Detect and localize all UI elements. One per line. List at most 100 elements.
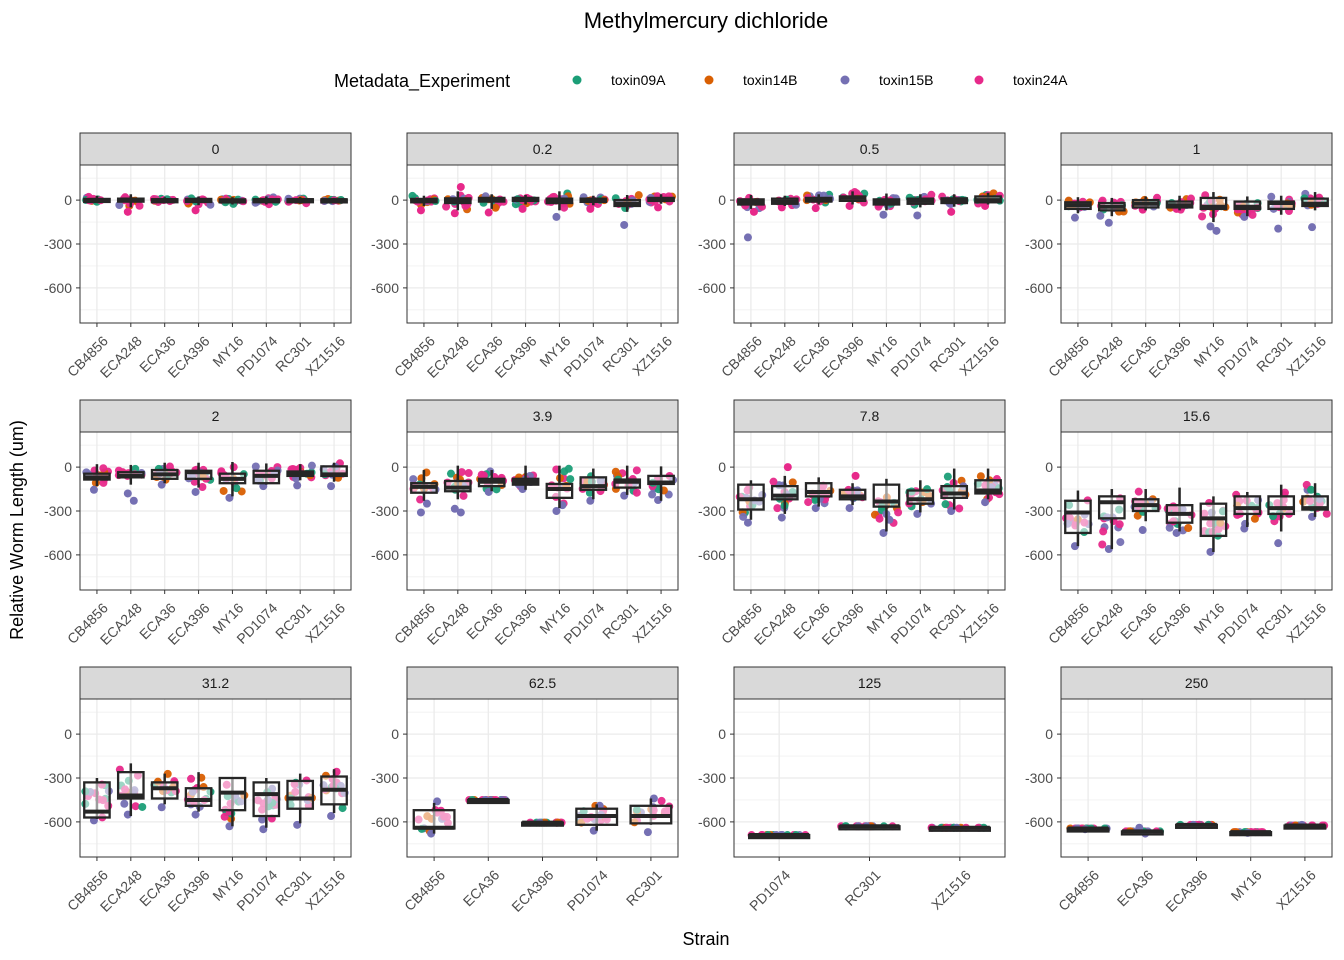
strain-group-ECA36: [149, 194, 179, 206]
panel-border: [79, 431, 352, 591]
strain-group-MY16: [870, 478, 903, 537]
facet-panels: 00-300-600CB4856ECA248ECA36ECA396MY16PD1…: [44, 132, 1333, 915]
outlier-point: [450, 504, 459, 513]
box-iqr: [412, 809, 456, 830]
y-tick-label: -300: [698, 770, 726, 786]
outlier-point: [879, 210, 888, 219]
facet-strip-label: 62.5: [529, 675, 556, 691]
strain-group-XZ1516: [1299, 480, 1331, 521]
data-point: [464, 469, 473, 478]
data-point: [187, 774, 196, 783]
x-tick-label: ECA36: [460, 867, 503, 910]
strain-group-ECA396: [183, 194, 215, 215]
outlier-point: [552, 212, 561, 221]
y-tick-label: -300: [1025, 236, 1053, 252]
strain-group-ECA248: [1097, 489, 1126, 554]
panel-border: [1060, 431, 1333, 591]
strain-group-RC301: [629, 794, 674, 837]
outlier-point: [947, 207, 956, 216]
x-tick-label: CB4856: [401, 867, 448, 914]
data-point: [409, 475, 418, 484]
strain-group-ECA396: [521, 818, 566, 827]
data-point: [492, 485, 501, 494]
strain-group-PD1074: [579, 193, 609, 213]
facet-strip: [406, 399, 679, 433]
strain-group-CB4856: [81, 778, 113, 825]
data-point: [1280, 488, 1289, 497]
outlier-point: [129, 496, 138, 505]
box-iqr: [1233, 495, 1262, 516]
outlier-point: [1308, 223, 1317, 232]
strain-group-ECA248: [769, 463, 799, 522]
facet-strip-label: 0: [212, 141, 220, 157]
data-point: [632, 466, 641, 475]
data-point: [894, 508, 903, 517]
strain-group-MY16: [1199, 496, 1230, 556]
strain-group-XZ1516: [927, 823, 991, 832]
y-tick-label: -300: [44, 503, 72, 519]
data-point: [1134, 487, 1143, 496]
y-tick-label: -600: [44, 547, 72, 563]
strain-group-CB4856: [1062, 490, 1093, 551]
y-tick-label: 0: [1045, 726, 1053, 742]
strain-group-XZ1516: [319, 767, 349, 821]
outlier-point: [293, 481, 302, 490]
data-point: [258, 815, 267, 824]
outlier-point: [89, 485, 98, 494]
data-point: [804, 498, 813, 507]
outlier-point: [1274, 224, 1283, 233]
x-tick-label: ECA396: [1162, 867, 1210, 915]
strain-group-ECA248: [115, 193, 145, 216]
strain-group-ECA36: [465, 795, 510, 805]
data-point: [739, 512, 748, 521]
facet-strip-label: 7.8: [860, 408, 880, 424]
outlier-point: [981, 498, 990, 507]
outlier-point: [123, 489, 132, 498]
strain-group-ECA248: [770, 194, 801, 212]
outlier-point: [552, 507, 561, 515]
outlier-point: [456, 182, 465, 191]
x-tick-label: ECA36: [1114, 867, 1157, 910]
strain-group-MY16: [217, 461, 248, 502]
panel-border: [406, 164, 679, 324]
data-point: [634, 191, 643, 200]
legend: Metadata_Experiment toxin09A toxin14B toxi…: [334, 71, 1068, 92]
outlier-point: [845, 504, 854, 513]
strain-group-XZ1516: [1300, 189, 1329, 232]
x-tick-label: MY16: [1228, 867, 1265, 904]
y-tick-label: -600: [371, 547, 399, 563]
strain-group-PD1074: [251, 462, 282, 491]
x-tick-label: CB4856: [1055, 867, 1102, 914]
outlier-point: [749, 207, 758, 216]
strain-group-ECA36: [477, 192, 508, 217]
y-tick-label: 0: [1045, 459, 1053, 475]
legend-label-toxin14B: toxin14B: [743, 72, 797, 88]
legend-label-toxin09A: toxin09A: [611, 72, 666, 88]
y-tick-label: -600: [44, 814, 72, 830]
strain-group-ECA36: [1130, 487, 1162, 535]
data-point: [446, 469, 455, 478]
facet-panel-125: 125 0 -300 -600 PD1074 RC301 XZ1516: [698, 666, 1006, 914]
x-axis-title: Strain: [682, 929, 729, 949]
data-point: [135, 201, 144, 210]
strain-group-XZ1516: [320, 194, 348, 206]
facet-panel-0.2: 0.20-300-600CB4856ECA248ECA36ECA396MY16P…: [371, 132, 679, 381]
outlier-point: [1206, 222, 1215, 231]
outlier-point: [586, 204, 595, 213]
strain-group-ECA396: [1165, 194, 1195, 214]
data-point: [138, 802, 147, 811]
data-point: [251, 462, 260, 471]
strain-group-PD1074: [252, 778, 281, 834]
y-tick-label: 0: [64, 726, 72, 742]
strain-group-ECA396: [1163, 487, 1196, 537]
facet-strip-label: 31.2: [202, 675, 229, 691]
data-point: [131, 802, 140, 811]
facet-panel-1: 10-300-600CB4856ECA248ECA36ECA396MY16PD1…: [1025, 132, 1333, 381]
data-point: [611, 467, 620, 476]
strain-group-RC301: [1265, 484, 1296, 548]
y-tick-label: 0: [718, 459, 726, 475]
data-point: [1096, 211, 1105, 220]
data-point: [1307, 485, 1316, 494]
facet-strip: [733, 666, 1006, 700]
data-point: [307, 461, 316, 470]
